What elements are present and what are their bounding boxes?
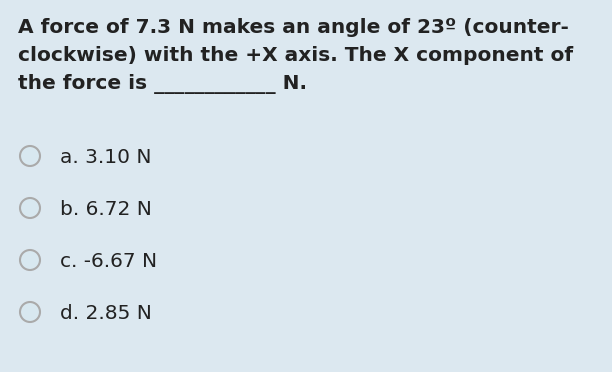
Circle shape [20,250,40,270]
Text: clockwise) with the +X axis. The X component of: clockwise) with the +X axis. The X compo… [18,46,573,65]
Text: c. -6.67 N: c. -6.67 N [60,252,157,271]
Text: A force of 7.3 N makes an angle of 23º (counter-: A force of 7.3 N makes an angle of 23º (… [18,18,569,37]
Text: a. 3.10 N: a. 3.10 N [60,148,152,167]
Circle shape [20,302,40,322]
Circle shape [20,198,40,218]
Circle shape [20,146,40,166]
Text: the force is ____________ N.: the force is ____________ N. [18,74,307,94]
Text: b. 6.72 N: b. 6.72 N [60,200,152,219]
Text: d. 2.85 N: d. 2.85 N [60,304,152,323]
